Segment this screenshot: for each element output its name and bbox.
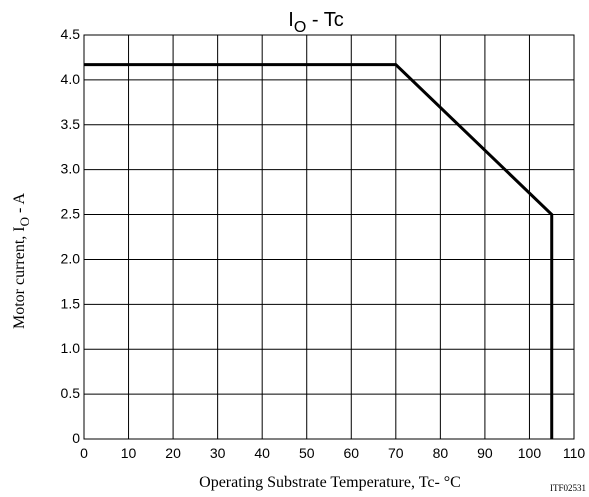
x-axis-label: Operating Substrate Temperature, Tc- °C xyxy=(199,474,461,491)
x-tick-label: 80 xyxy=(433,445,449,461)
title-rest: - Tc xyxy=(306,9,343,31)
x-tick-label: 110 xyxy=(563,445,586,461)
x-tick-label: 10 xyxy=(121,445,137,461)
x-tick-label: 20 xyxy=(165,445,181,461)
y-tick-label: 4.0 xyxy=(61,71,81,87)
y-tick-label: 4.5 xyxy=(61,26,81,42)
x-tick-label: 40 xyxy=(254,445,270,461)
title-subscript: O xyxy=(294,19,306,36)
title-main: I xyxy=(288,9,294,31)
y-tick-label: 0 xyxy=(72,430,80,446)
y-tick-label: 0.5 xyxy=(61,385,81,401)
y-tick-label: 3.5 xyxy=(61,116,81,132)
series-line xyxy=(84,63,554,439)
ylabel-pre: Motor current, I xyxy=(11,226,28,329)
x-tick-label: 70 xyxy=(388,445,404,461)
x-tick-label: 30 xyxy=(210,445,226,461)
chart-title: IO - Tc xyxy=(288,9,343,36)
plot-frame xyxy=(83,34,575,440)
x-axis-ticks: 0 10 20 30 40 50 60 70 80 90 100 110 xyxy=(80,445,585,461)
y-tick-label: 2.0 xyxy=(61,250,81,266)
grid xyxy=(83,34,575,440)
x-tick-label: 100 xyxy=(518,445,542,461)
ylabel-post: - A xyxy=(11,193,28,217)
figure-code: ITF02531 xyxy=(550,483,586,493)
y-axis-label: Motor current, IO - A xyxy=(11,193,32,329)
y-tick-label: 2.5 xyxy=(61,206,81,222)
y-tick-label: 1.5 xyxy=(61,295,81,311)
x-tick-label: 60 xyxy=(343,445,359,461)
x-tick-label: 0 xyxy=(80,445,88,461)
ylabel-subscript: O xyxy=(17,217,32,226)
y-axis-ticks: 0 0.5 1.0 1.5 2.0 2.5 3.0 3.5 4.0 4.5 xyxy=(61,26,81,446)
y-tick-label: 1.0 xyxy=(61,340,81,356)
x-tick-label: 90 xyxy=(477,445,493,461)
x-tick-label: 50 xyxy=(299,445,315,461)
y-tick-label: 3.0 xyxy=(61,161,81,177)
